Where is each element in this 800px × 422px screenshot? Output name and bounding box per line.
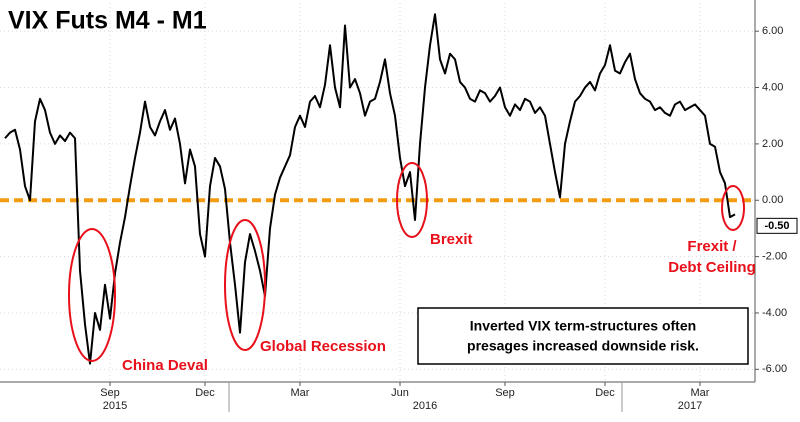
data-line xyxy=(4,13,736,365)
annotation-label: Debt Ceiling xyxy=(668,259,756,276)
x-tick-label: Dec xyxy=(195,387,215,399)
note-text: Inverted VIX term-structures often xyxy=(470,318,696,334)
x-tick-label: Mar xyxy=(291,387,310,399)
y-tick-label: -6.00 xyxy=(762,363,787,375)
y-tick-label: 6.00 xyxy=(762,25,783,37)
annotation-label: Global Recession xyxy=(260,338,386,355)
x-tick-label: Mar xyxy=(691,387,710,399)
y-tick-label: 4.00 xyxy=(762,81,783,93)
x-tick-label: Dec xyxy=(595,387,615,399)
y-tick-label: 2.00 xyxy=(762,138,783,150)
annotation-label: Frexit / xyxy=(687,238,737,255)
annotation-label: China Deval xyxy=(122,357,208,374)
annotation-ellipse xyxy=(396,162,428,238)
y-tick-label: 0.00 xyxy=(762,194,783,206)
annotation-ellipse xyxy=(68,228,116,362)
x-tick-label: Sep xyxy=(100,387,120,399)
note-box xyxy=(417,307,749,365)
annotation-ellipse xyxy=(721,185,745,231)
last-value-label: -0.50 xyxy=(764,220,789,232)
annotation-ellipse xyxy=(224,219,266,351)
note-text: presages increased downside risk. xyxy=(467,338,699,354)
chart-title: VIX Futs M4 - M1 xyxy=(8,7,207,35)
annotation-label: Brexit xyxy=(430,231,473,248)
x-tick-label: Jun xyxy=(391,387,409,399)
year-label: 2017 xyxy=(678,400,702,412)
year-label: 2016 xyxy=(413,400,437,412)
y-tick-label: -2.00 xyxy=(762,251,787,263)
y-tick-label: -4.00 xyxy=(762,307,787,319)
last-value-box xyxy=(756,217,798,234)
year-label: 2015 xyxy=(103,400,127,412)
x-tick-label: Sep xyxy=(495,387,515,399)
